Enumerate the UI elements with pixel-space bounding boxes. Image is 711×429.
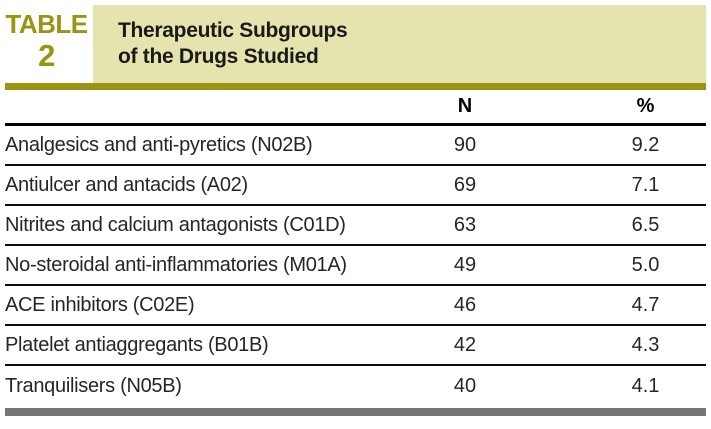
table-column-header-row: N % [5,90,706,126]
row-n: 42 [453,333,477,356]
table-label: TABLE 2 [0,5,93,83]
table-header-band: TABLE 2 Therapeutic Subgroups of the Dru… [0,5,706,83]
row-n: 40 [453,374,477,397]
row-pct: 5.0 [631,253,660,276]
row-n: 69 [453,173,477,196]
row-pct: 9.2 [631,133,660,156]
table-label-word: TABLE [5,9,88,39]
table-row: Antiulcer and antacids (A02) 69 7.1 [5,166,706,206]
table-row: Analgesics and anti-pyretics (N02B) 90 9… [5,126,706,166]
table-body: Analgesics and anti-pyretics (N02B) 90 9… [0,126,711,406]
bottom-bar [5,408,706,416]
row-label: Tranquilisers (N05B) [5,374,182,397]
row-n: 49 [453,253,477,276]
row-pct: 4.3 [631,333,660,356]
row-label: ACE inhibitors (C02E) [5,293,195,316]
row-pct: 4.7 [631,293,660,316]
row-pct: 4.1 [631,374,660,397]
table-row: Tranquilisers (N05B) 40 4.1 [5,366,706,406]
row-pct: 6.5 [631,213,660,236]
row-label: Antiulcer and antacids (A02) [5,173,248,196]
table-row: No-steroidal anti-inflammatories (M01A) … [5,246,706,286]
row-n: 63 [453,213,477,236]
table-title-line1: Therapeutic Subgroups [118,19,348,42]
table-row: ACE inhibitors (C02E) 46 4.7 [5,286,706,326]
table-row: Nitrites and calcium antagonists (C01D) … [5,206,706,246]
row-n: 90 [453,133,477,156]
row-label: Nitrites and calcium antagonists (C01D) [5,213,346,236]
table-row: Platelet antiaggregants (B01B) 42 4.3 [5,326,706,366]
table-title-line2: of the Drugs Studied [118,45,319,68]
column-header-percent: % [636,95,655,117]
row-label: No-steroidal anti-inflammatories (M01A) [5,253,347,276]
row-label: Platelet antiaggregants (B01B) [5,333,269,356]
row-n: 46 [453,293,477,316]
row-label: Analgesics and anti-pyretics (N02B) [5,133,313,156]
row-pct: 7.1 [631,173,660,196]
column-header-n: N [457,95,473,117]
table-label-number: 2 [38,38,55,73]
accent-rule [5,83,706,90]
table-title-box: Therapeutic Subgroups of the Drugs Studi… [93,5,706,83]
